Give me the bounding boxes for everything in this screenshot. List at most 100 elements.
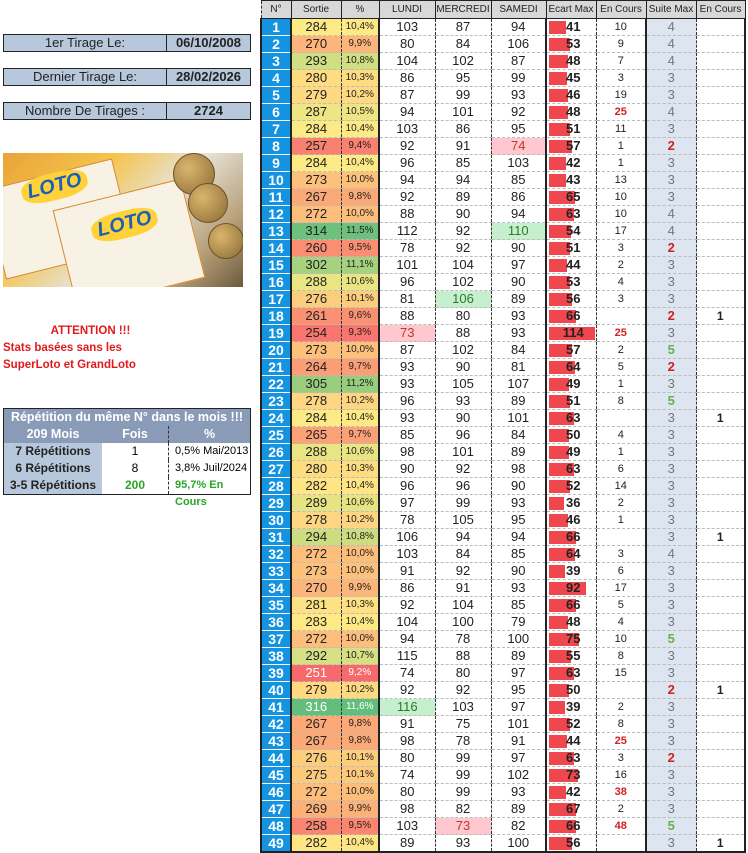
mercredi-cell: 90: [434, 409, 491, 427]
percent-cell: 10,3%: [340, 460, 379, 478]
ecart-bar: [549, 412, 574, 425]
samedi-cell: 82: [490, 817, 546, 835]
sortie-cell: 272: [290, 630, 341, 648]
ecart-value: 39: [566, 563, 581, 578]
suite-en-cours-cell: [695, 171, 746, 189]
table-row: 15 302 11,1% 101 104 97 44 2 3: [260, 256, 746, 274]
suite-en-cours-cell: [695, 630, 746, 648]
sortie-cell: 273: [290, 341, 341, 359]
repetition-percent: 95,7% En Cours: [175, 479, 224, 508]
ecart-max-cell: 51: [545, 239, 596, 257]
lundi-cell: 94: [378, 630, 435, 648]
header-suite-max: Suite Max: [645, 0, 697, 19]
mercredi-cell: 93: [434, 834, 491, 853]
mercredi-cell: 82: [434, 800, 491, 818]
ecart-max-cell: 44: [545, 732, 596, 750]
ecart-value: 63: [566, 750, 581, 765]
ecart-max-cell: 63: [545, 409, 596, 427]
lundi-cell: 97: [378, 494, 435, 512]
suite-en-cours-cell: [695, 698, 746, 716]
en-cours-cell: 1: [595, 443, 646, 461]
table-row: 36 283 10,4% 104 100 79 48 4 3: [260, 613, 746, 631]
table-row: 37 272 10,0% 94 78 100 75 10 5: [260, 630, 746, 648]
samedi-cell: 89: [490, 647, 546, 665]
percent-cell: 10,8%: [340, 528, 379, 546]
samedi-cell: 95: [490, 681, 546, 699]
ecart-bar: [549, 463, 574, 476]
ecart-value: 57: [566, 138, 581, 153]
mercredi-cell: 101: [434, 103, 491, 121]
percent-cell: 9,4%: [340, 137, 379, 155]
en-cours-cell: 14: [595, 477, 646, 495]
mercredi-cell: 84: [434, 35, 491, 53]
number-cell: 22: [260, 375, 291, 393]
repetition-header: 209 Mois Fois %: [4, 426, 250, 443]
lundi-cell: 98: [378, 443, 435, 461]
ecart-bar: [549, 242, 570, 255]
sortie-cell: 260: [290, 239, 341, 257]
mercredi-cell: 100: [434, 613, 491, 631]
samedi-cell: 89: [490, 800, 546, 818]
lundi-cell: 104: [378, 52, 435, 70]
repetition-percent: 3,8% Juil/2024: [175, 462, 248, 474]
lundi-cell: 87: [378, 86, 435, 104]
ecart-value: 64: [566, 359, 581, 374]
number-cell: 6: [260, 103, 291, 121]
percent-cell: 10,0%: [340, 562, 379, 580]
draw-count-value: 2724: [194, 103, 223, 118]
number-cell: 44: [260, 749, 291, 767]
percent-cell: 9,8%: [340, 715, 379, 733]
number-cell: 26: [260, 443, 291, 461]
suite-max-cell: 3: [645, 426, 696, 444]
sortie-cell: 280: [290, 69, 341, 87]
warning-line: SuperLoto et GrandLoto: [3, 359, 136, 371]
ecart-max-cell: 39: [545, 698, 596, 716]
last-draw-value: 28/02/2026: [175, 69, 242, 84]
table-row: 46 272 10,0% 80 99 93 42 38 3: [260, 783, 746, 801]
mercredi-cell: 102: [434, 52, 491, 70]
sortie-cell: 305: [290, 375, 341, 393]
en-cours-cell: 3: [595, 290, 646, 308]
percent-cell: 9,9%: [340, 579, 379, 597]
samedi-cell: 93: [490, 783, 546, 801]
table-row: 41 316 11,6% 116 103 97 39 2 3: [260, 698, 746, 716]
sortie-cell: 284: [290, 18, 341, 36]
sortie-cell: 292: [290, 647, 341, 665]
table-row: 34 270 9,9% 86 91 93 92 17 3: [260, 579, 746, 597]
suite-en-cours-cell: [695, 766, 746, 784]
mercredi-cell: 91: [434, 137, 491, 155]
sortie-cell: 267: [290, 188, 341, 206]
sortie-cell: 275: [290, 766, 341, 784]
en-cours-cell: 1: [595, 511, 646, 529]
suite-max-cell: 3: [645, 579, 696, 597]
ecart-max-cell: 43: [545, 171, 596, 189]
ecart-bar: [549, 633, 579, 646]
en-cours-cell: 19: [595, 86, 646, 104]
lundi-cell: 112: [378, 222, 435, 240]
ecart-max-cell: 41: [545, 18, 596, 36]
table-row: 3 293 10,8% 104 102 87 48 7 4: [260, 52, 746, 70]
percent-cell: 10,1%: [340, 749, 379, 767]
en-cours-cell: 4: [595, 613, 646, 631]
mercredi-cell: 94: [434, 528, 491, 546]
ecart-bar: [549, 837, 572, 850]
header-lundi: LUNDI: [378, 0, 436, 19]
percent-cell: 10,0%: [340, 171, 379, 189]
suite-en-cours-cell: [695, 494, 746, 512]
warning-title: ATTENTION !!!: [50, 325, 131, 337]
mercredi-cell: 102: [434, 341, 491, 359]
percent-cell: 10,4%: [340, 477, 379, 495]
table-row: 24 284 10,4% 93 90 101 63 3 1: [260, 409, 746, 427]
ecart-value: 49: [566, 444, 581, 459]
ecart-max-cell: 52: [545, 477, 596, 495]
ecart-value: 53: [566, 36, 581, 51]
table-row: 2 270 9,9% 80 84 106 53 9 4: [260, 35, 746, 53]
table-row: 9 284 10,4% 96 85 103 42 1 3: [260, 154, 746, 172]
lundi-cell: 103: [378, 120, 435, 138]
suite-max-cell: 3: [645, 290, 696, 308]
ecart-value: 63: [566, 461, 581, 476]
mercredi-cell: 99: [434, 86, 491, 104]
suite-max-cell: 2: [645, 137, 696, 155]
number-cell: 14: [260, 239, 291, 257]
ecart-value: 51: [566, 240, 581, 255]
